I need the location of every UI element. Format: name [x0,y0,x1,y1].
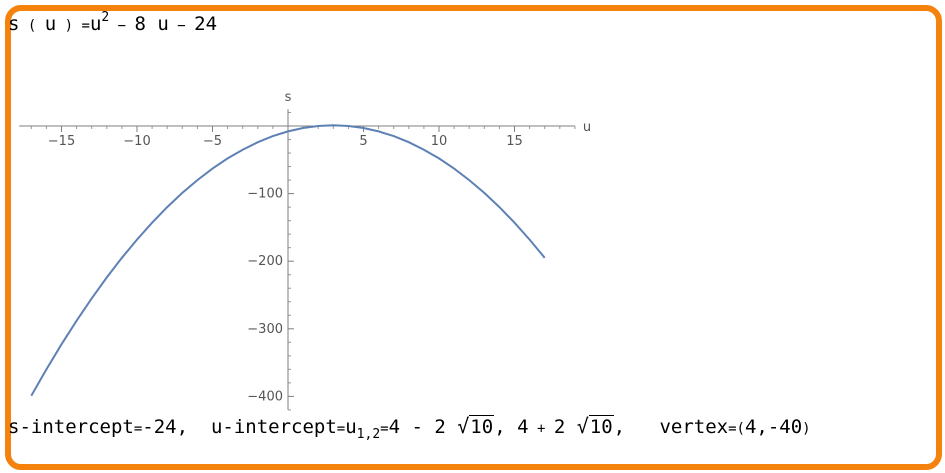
y-tick-label: −200 [247,254,283,269]
constant-term: 24 [194,13,218,35]
minor-ticks [30,111,576,411]
open-paren: ( [19,18,45,34]
x-tick-label: −5 [203,134,222,149]
function-name: s [8,13,20,35]
u-intercept-symbol: u [345,416,357,438]
root2-prefix: 4 [517,416,529,438]
y-tick-label: −100 [247,187,283,202]
root2-radicand: 10 [588,415,614,438]
root1-prefix: 4 - 2 [388,416,446,438]
u-intercept-label: u-intercept [210,416,337,438]
sqrt-icon: √ [457,414,470,438]
vertex-label: vertex [659,416,729,438]
function-variable: u [44,13,57,35]
sqrt-icon: √ [576,414,589,438]
equals-sign: = [380,421,389,437]
open-paren: ( [736,421,745,437]
vertex-value: 4,-40 [744,416,803,438]
base-term: u [89,13,102,35]
linear-term: 8 u [134,13,169,35]
s-intercept-label: s-intercept [8,416,134,438]
y-tick-labels: −100 −200 −300 −400 [247,187,283,405]
exponent: 2 [101,10,110,25]
x-axis-title: u [583,120,591,135]
minus-sign: − [109,18,135,34]
close-paren: ) [56,18,82,34]
x-tick-label: 5 [359,134,367,149]
x-tick-label: 10 [431,134,448,149]
parabola-curve [30,124,546,397]
root1-radicand: 10 [469,415,495,438]
properties-line: s-intercept=-24, u-intercept=u1,2=4 - 2 … [8,414,811,442]
y-tick-label: −300 [247,322,283,337]
x-tick-labels: −15 −10 −5 5 10 15 [48,134,523,149]
root2-coefficient: 2 [553,416,566,438]
s-intercept-value: -24, [142,416,189,438]
equals-sign: = [336,421,346,437]
u-intercept-subscript: 1,2 [356,427,381,442]
x-tick-label: −10 [123,134,150,149]
plus-sign: + [528,421,554,437]
y-tick-label: −400 [247,389,283,404]
x-tick-label: 15 [506,134,523,149]
equals-sign: = [81,18,90,34]
function-definition: s ( u ) =u2 − 8 u − 24 [8,10,217,35]
x-tick-label: −15 [48,134,75,149]
minus-sign: − [168,18,195,34]
close-paren: ) [802,421,811,437]
y-axis-title: s [285,90,292,105]
equals-sign: = [133,421,143,437]
equals-sign: = [728,421,737,437]
plot-frame [5,5,942,470]
